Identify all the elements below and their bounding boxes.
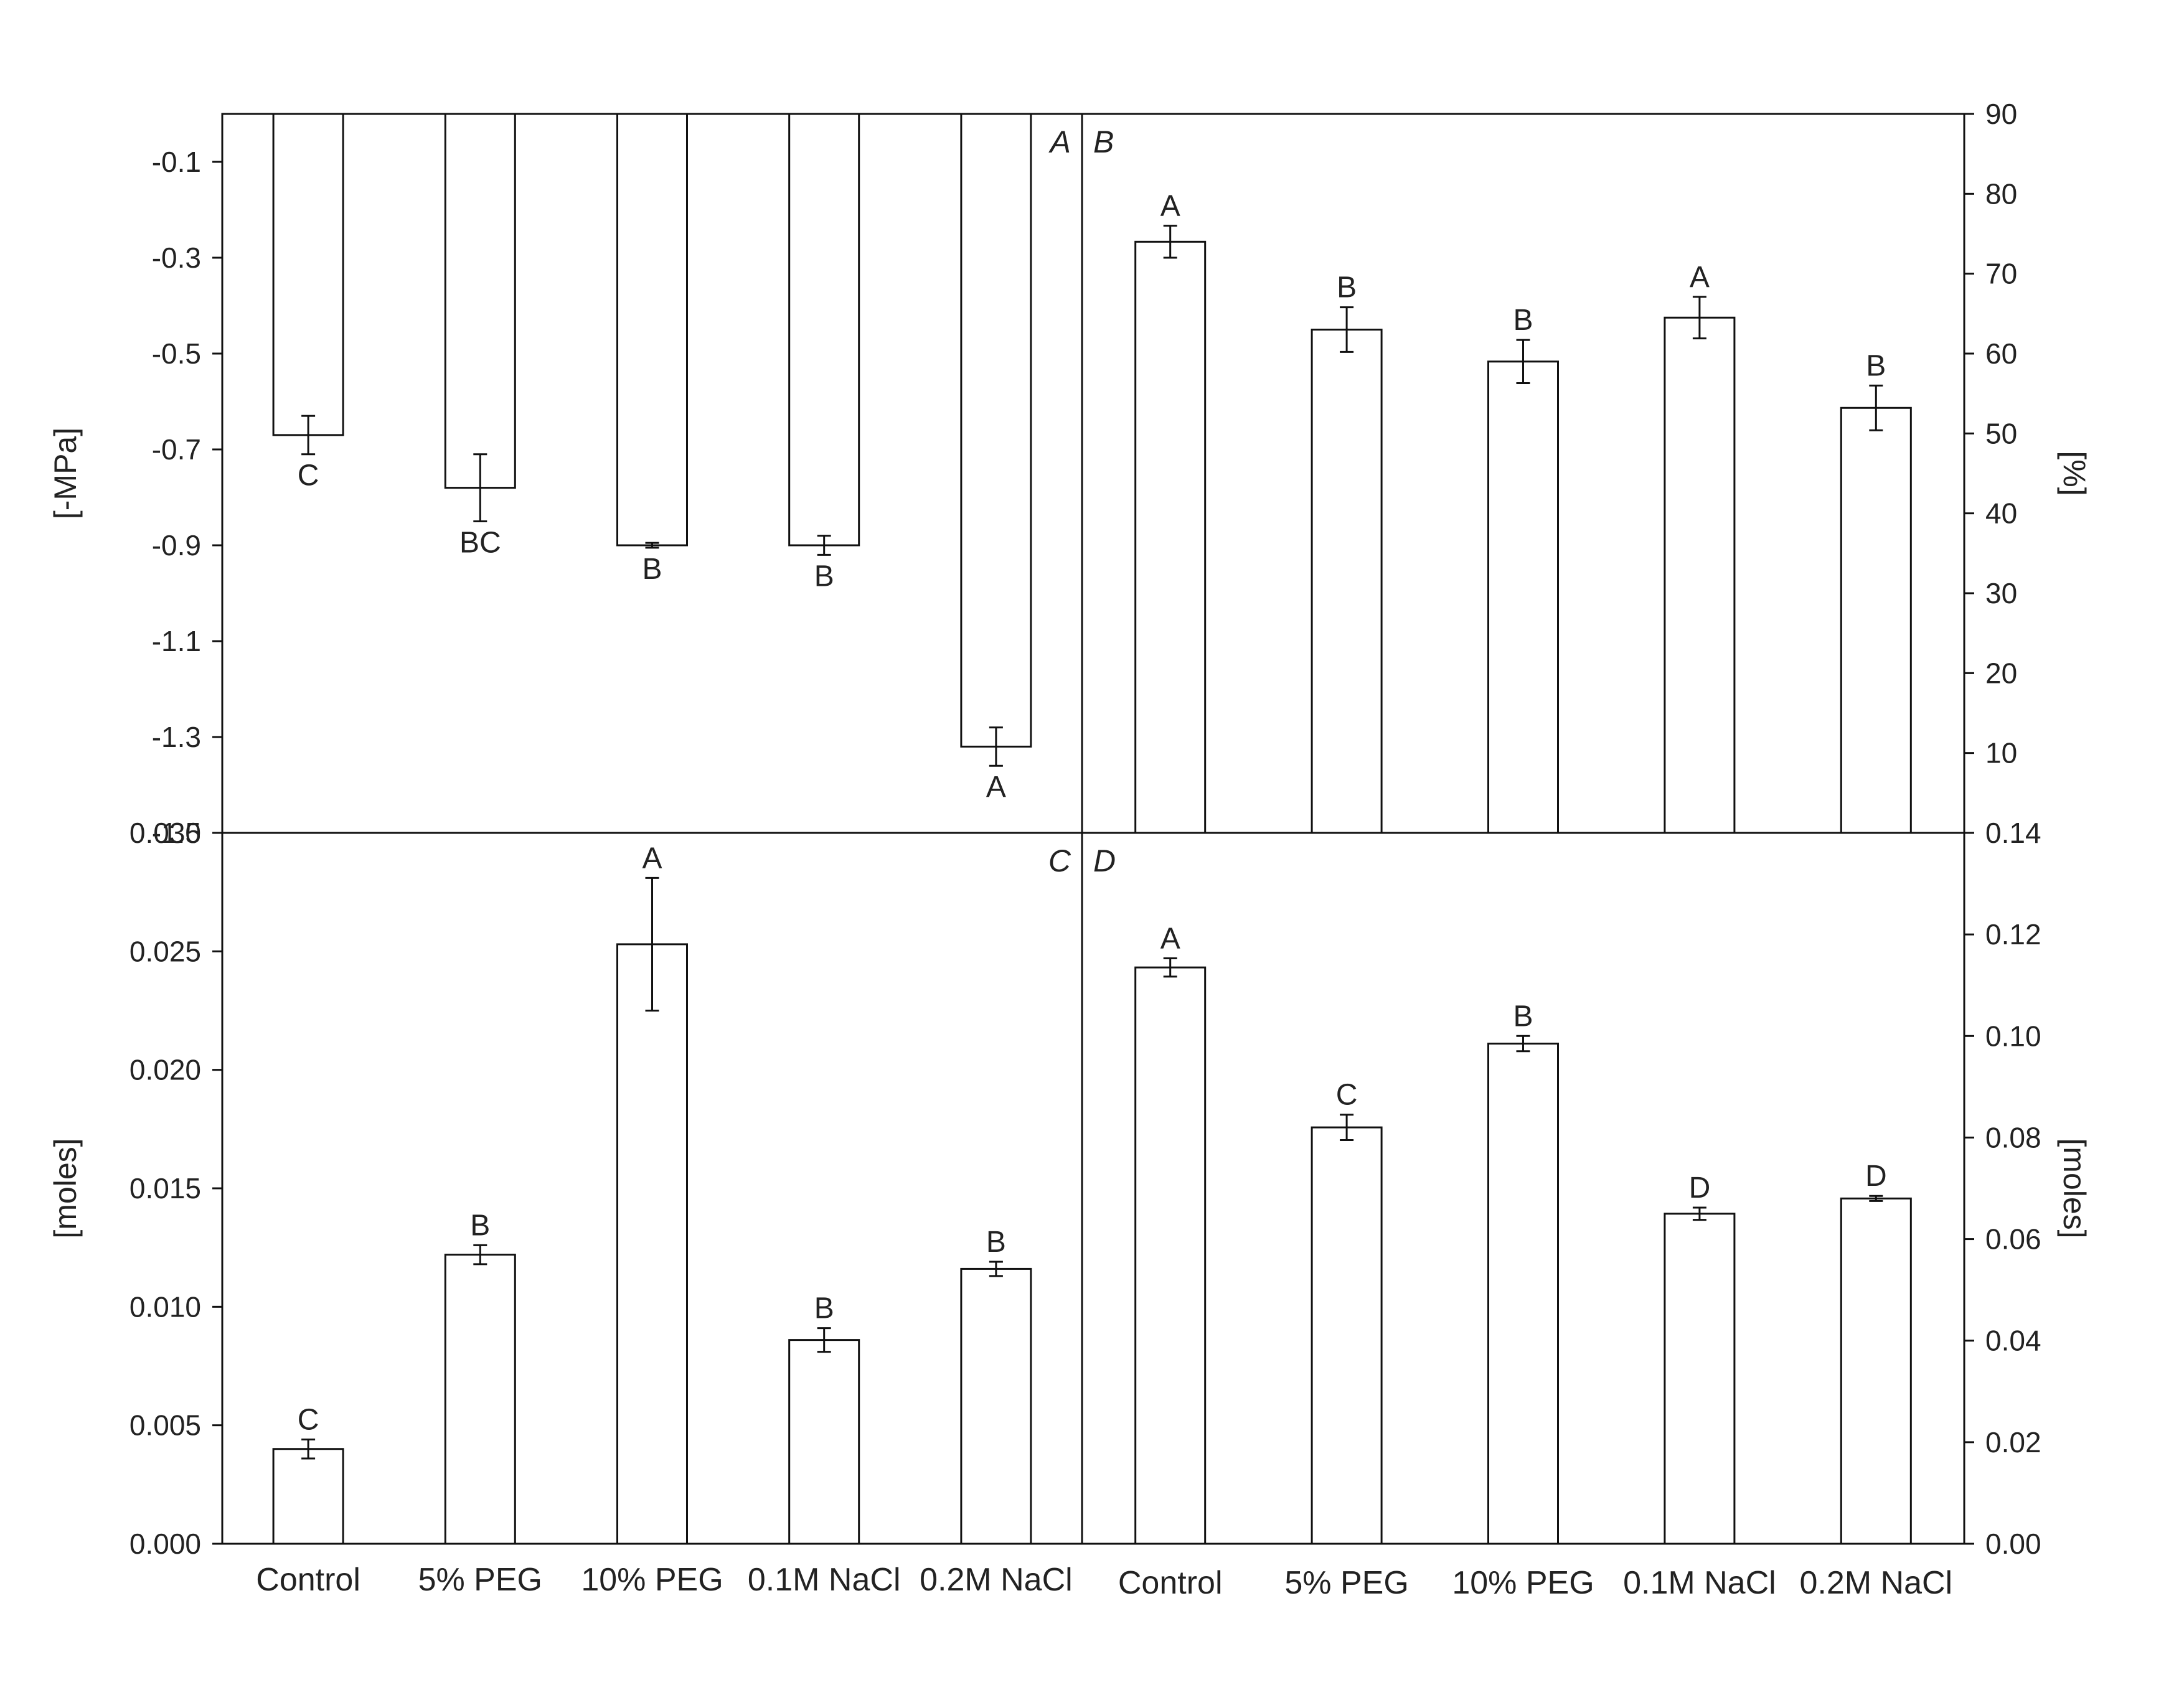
y-tick-label: 80 — [1985, 177, 2017, 210]
y-tick-label: 0.00 — [1985, 1528, 2041, 1560]
y-tick-label: 70 — [1985, 258, 2017, 290]
significance-letter: B — [986, 1226, 1006, 1259]
y-tick-label: 0.020 — [129, 1054, 201, 1086]
significance-letter: D — [1865, 1160, 1887, 1193]
bar-a-2 — [616, 113, 688, 547]
y-axis-label: [-MPa] — [48, 428, 83, 519]
y-tick-label: 0.14 — [1985, 817, 2041, 849]
y-tick-label: 0.08 — [1985, 1121, 2041, 1153]
y-tick-label: 10 — [1985, 737, 2017, 769]
bar-d-2 — [1487, 1043, 1559, 1545]
y-axis-label: [%] — [2057, 451, 2092, 495]
y-tick-label: -0.5 — [152, 337, 201, 370]
panels-group: A -0.1 -0.3 -0.5 -0.7 -0.9 -1.1 -1.3 -1.5 [-MPa] C… — [48, 98, 2092, 1601]
x-category-label: 5% PEG — [418, 1562, 542, 1598]
significance-letter: B — [642, 553, 662, 586]
bar-b-0 — [1134, 240, 1207, 834]
x-category-label: 10% PEG — [581, 1562, 723, 1598]
bar-d-1 — [1311, 1126, 1383, 1545]
bar-c-4 — [960, 1267, 1032, 1545]
bar-a-4 — [960, 113, 1032, 748]
panel-b: B 10 20 30 40 50 60 70 80 90 [%] A B B A B — [1081, 98, 2092, 834]
bar-d-0 — [1134, 966, 1207, 1545]
y-tick-label: -0.3 — [152, 242, 201, 274]
bar-b-2 — [1487, 360, 1559, 834]
panel-label: A — [1048, 124, 1071, 159]
significance-letter: B — [1337, 271, 1357, 304]
y-tick-label: 0.10 — [1985, 1020, 2041, 1052]
y-tick-label: 0.015 — [129, 1172, 201, 1205]
y-tick-label: -0.1 — [152, 146, 201, 178]
y-tick-label: -1.3 — [152, 721, 201, 753]
x-category-label: 0.1M NaCl — [748, 1562, 901, 1598]
y-tick-label: 40 — [1985, 497, 2017, 530]
y-tick-label: 0.02 — [1985, 1426, 2041, 1458]
y-axis-label: [moles] — [2057, 1138, 2092, 1238]
y-tick-label: 90 — [1985, 98, 2017, 130]
y-tick-label: 0.04 — [1985, 1325, 2041, 1357]
panel-c: C 0.000 0.005 0.010 0.015 0.020 0.025 0.030 [mol… — [48, 817, 1083, 1598]
y-tick-label: -1.1 — [152, 625, 201, 657]
bar-d-3 — [1664, 1213, 1736, 1545]
significance-letter: B — [814, 1292, 834, 1325]
bar-a-0 — [272, 113, 344, 436]
y-tick-label: 30 — [1985, 577, 2017, 609]
significance-letter: C — [1336, 1079, 1358, 1112]
x-category-label: 0.1M NaCl — [1623, 1565, 1776, 1601]
significance-letter: D — [1689, 1172, 1711, 1205]
y-axis-label: [moles] — [48, 1138, 83, 1238]
significance-letter: B — [1513, 1000, 1533, 1033]
bar-c-2 — [616, 943, 688, 1545]
x-category-label: Control — [1118, 1565, 1223, 1601]
y-tick-label: 0.000 — [129, 1528, 201, 1560]
significance-letter: A — [1160, 190, 1180, 223]
y-tick-label: 20 — [1985, 657, 2017, 689]
bar-a-1 — [444, 113, 516, 489]
y-tick-label: 0.025 — [129, 935, 201, 967]
y-tick-label: 0.12 — [1985, 918, 2041, 951]
y-tick-label: 0.005 — [129, 1409, 201, 1442]
y-tick-label: 60 — [1985, 337, 2017, 370]
bar-b-4 — [1840, 406, 1912, 834]
y-tick-label: 50 — [1985, 417, 2017, 449]
x-category-label: 0.2M NaCl — [1799, 1565, 1952, 1601]
panel-a: A -0.1 -0.3 -0.5 -0.7 -0.9 -1.1 -1.3 -1.5 [-MPa] C… — [48, 113, 1083, 849]
panel-d: D 0.00 0.02 0.04 0.06 0.08 0.10 0.12 0.14 [moles]… — [1081, 817, 2092, 1601]
x-category-label: 10% PEG — [1452, 1565, 1594, 1601]
bar-b-1 — [1311, 329, 1383, 834]
significance-letter: A — [642, 842, 662, 875]
y-tick-label: 0.010 — [129, 1290, 201, 1323]
panel-label: B — [1093, 124, 1114, 159]
bar-b-3 — [1664, 316, 1736, 834]
y-tick-label: 0.06 — [1985, 1223, 2041, 1256]
bar-d-4 — [1840, 1197, 1912, 1545]
significance-letter: B — [1513, 304, 1533, 337]
significance-letter: BC — [459, 527, 501, 560]
x-category-label: 5% PEG — [1284, 1565, 1408, 1601]
panel-label: D — [1093, 843, 1116, 878]
significance-letter: A — [1690, 261, 1710, 294]
y-tick-label: -1.5 — [152, 817, 201, 849]
y-tick-label: -0.7 — [152, 433, 201, 466]
significance-letter: B — [470, 1209, 490, 1242]
x-category-label: 0.2M NaCl — [920, 1562, 1073, 1598]
bar-c-1 — [444, 1254, 516, 1545]
panel-label: C — [1048, 843, 1071, 878]
x-category-label: Control — [256, 1562, 360, 1598]
y-tick-label: -0.9 — [152, 529, 201, 561]
significance-letter: B — [814, 560, 834, 593]
significance-letter: C — [298, 459, 319, 492]
significance-letter: C — [298, 1404, 319, 1437]
y-tick-label: 0.030 — [129, 817, 201, 849]
significance-letter: A — [1160, 922, 1180, 955]
bar-c-3 — [788, 1339, 860, 1545]
bar-c-0 — [272, 1448, 344, 1545]
bar-a-3 — [788, 113, 860, 547]
significance-letter: A — [986, 771, 1006, 804]
significance-letter: B — [1866, 349, 1886, 382]
